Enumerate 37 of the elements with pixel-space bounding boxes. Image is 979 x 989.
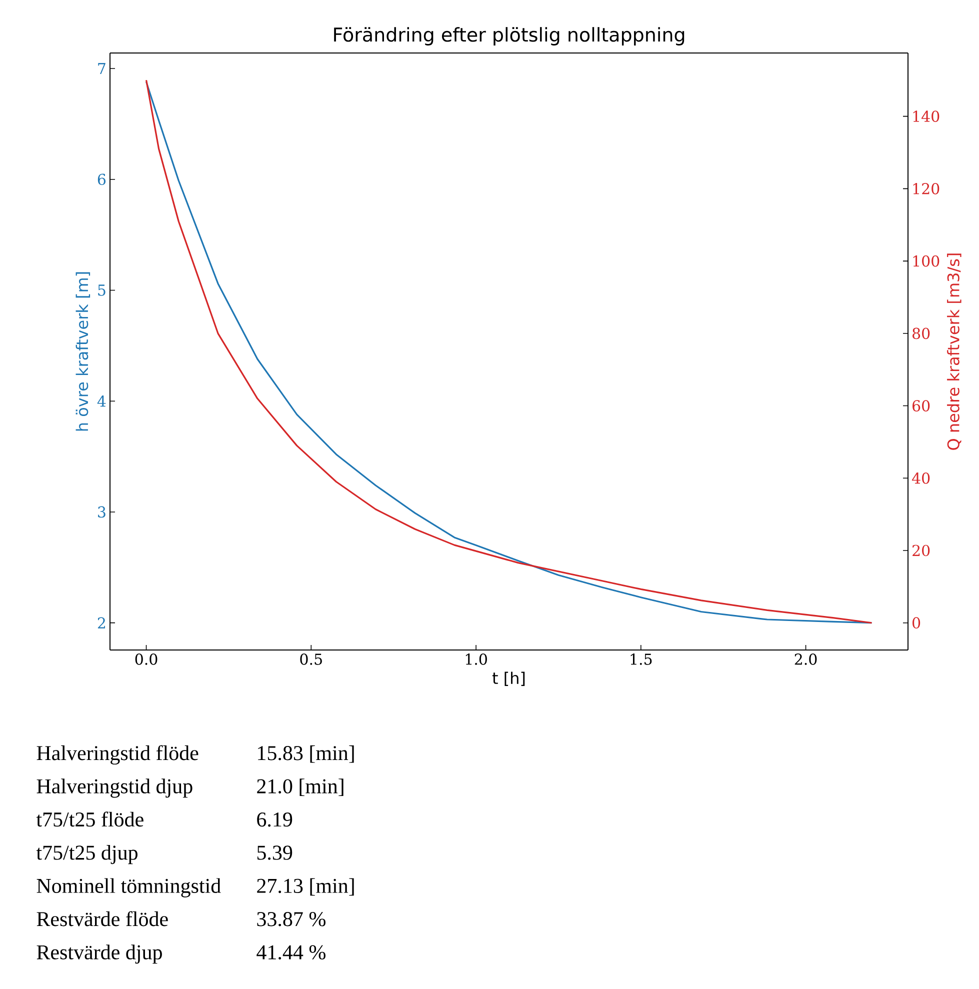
y2-tick-label: 100 <box>913 255 940 267</box>
y-tick-label: 7 <box>98 63 106 74</box>
y-tick-label: 6 <box>98 174 106 186</box>
text: 15.83 [min] <box>258 745 354 763</box>
y2-tick-label: 20 <box>912 544 930 556</box>
text: 6.19 <box>257 812 292 827</box>
y2-tick-label: 120 <box>913 183 940 194</box>
x-tick-label: 0.5 <box>300 654 322 665</box>
text: t75/t25 djup <box>36 845 138 864</box>
y-tick-label: 5 <box>98 284 106 296</box>
text: 27.13 [min] <box>257 878 354 896</box>
y2-tick-label: 80 <box>912 328 930 340</box>
text: t75/t25 flöde <box>36 812 144 827</box>
y2-tick-label: 40 <box>912 472 930 484</box>
text: Halveringstid flöde <box>36 745 198 765</box>
y2-tick-label: 60 <box>912 400 930 412</box>
y-tick-label: 3 <box>98 506 106 518</box>
y-tick-label: 2 <box>98 617 105 628</box>
y-axis-title: h övre kraftverk [m] <box>76 272 90 431</box>
text: 33.87 % <box>257 912 326 926</box>
chart-title: Förändring efter plötslig nolltappning <box>334 27 684 46</box>
x-tick-label: 2.0 <box>794 654 817 665</box>
x-tick-label: 1.5 <box>630 654 652 665</box>
text: Restvärde flöde <box>36 911 168 926</box>
x-tick-label: 0.0 <box>135 654 158 665</box>
y2-tick-label: 0 <box>912 617 920 629</box>
x-tick-label: 1.0 <box>466 654 487 665</box>
text: 21.0 [min] <box>257 778 344 796</box>
text: Restvärde djup <box>36 944 162 964</box>
y2-tick-label: 140 <box>913 110 940 122</box>
x-axis-title: t [h] <box>492 672 525 686</box>
text: 41.44 % <box>256 945 326 960</box>
y-tick-label: 4 <box>97 396 106 407</box>
text: Nominell tömningstid <box>36 878 221 898</box>
text: Halveringstid djup <box>36 778 192 798</box>
text: 5.39 <box>257 846 292 860</box>
y2-axis-title: Q nedre kraftverk [m3/s] <box>947 254 962 450</box>
